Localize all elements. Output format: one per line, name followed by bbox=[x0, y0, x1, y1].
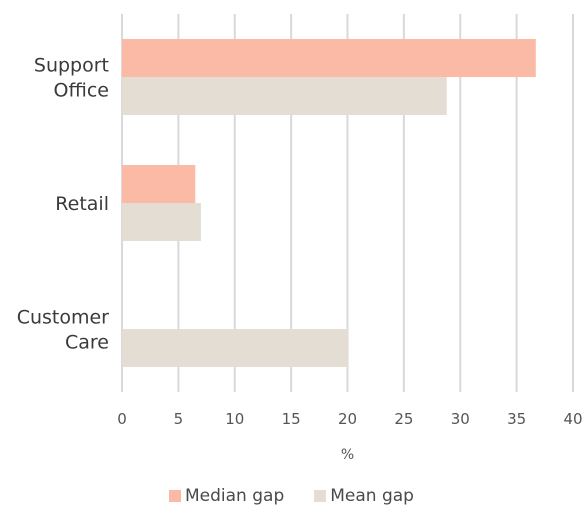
bar-mean-gap bbox=[122, 77, 447, 115]
x-tick-label: 10 bbox=[225, 410, 244, 428]
legend-label-median: Median gap bbox=[185, 486, 285, 506]
category-label: Support bbox=[34, 55, 109, 77]
x-tick-label: 25 bbox=[394, 410, 413, 428]
x-tick-label: 30 bbox=[451, 410, 470, 428]
bars bbox=[122, 39, 536, 367]
bar-mean-gap bbox=[122, 329, 349, 367]
x-axis-label: % bbox=[341, 447, 354, 463]
legend: Median gap Mean gap bbox=[0, 486, 583, 506]
category-labels: Support Office Retail Customer Care bbox=[17, 55, 109, 354]
legend-item-median: Median gap bbox=[169, 486, 284, 506]
category-label: Retail bbox=[55, 193, 109, 215]
x-tick-label: 0 bbox=[117, 410, 127, 428]
category-label: Office bbox=[54, 80, 109, 102]
x-tick-label: 15 bbox=[282, 410, 301, 428]
bar-median-gap bbox=[122, 165, 196, 203]
category-label: Customer bbox=[17, 307, 109, 329]
bar-mean-gap bbox=[122, 203, 201, 241]
legend-item-mean: Mean gap bbox=[314, 486, 414, 506]
x-tick-label: 5 bbox=[174, 410, 184, 428]
x-tick-label: 40 bbox=[563, 410, 582, 428]
x-tick-label: 35 bbox=[507, 410, 526, 428]
bar-median-gap bbox=[122, 39, 536, 77]
mean-swatch bbox=[314, 490, 327, 502]
category-label: Care bbox=[65, 332, 109, 354]
x-tick-labels: 0 5 10 15 20 25 30 35 40 bbox=[117, 410, 582, 428]
x-tick-label: 20 bbox=[338, 410, 357, 428]
legend-label-mean: Mean gap bbox=[330, 486, 414, 506]
median-swatch bbox=[169, 490, 181, 502]
